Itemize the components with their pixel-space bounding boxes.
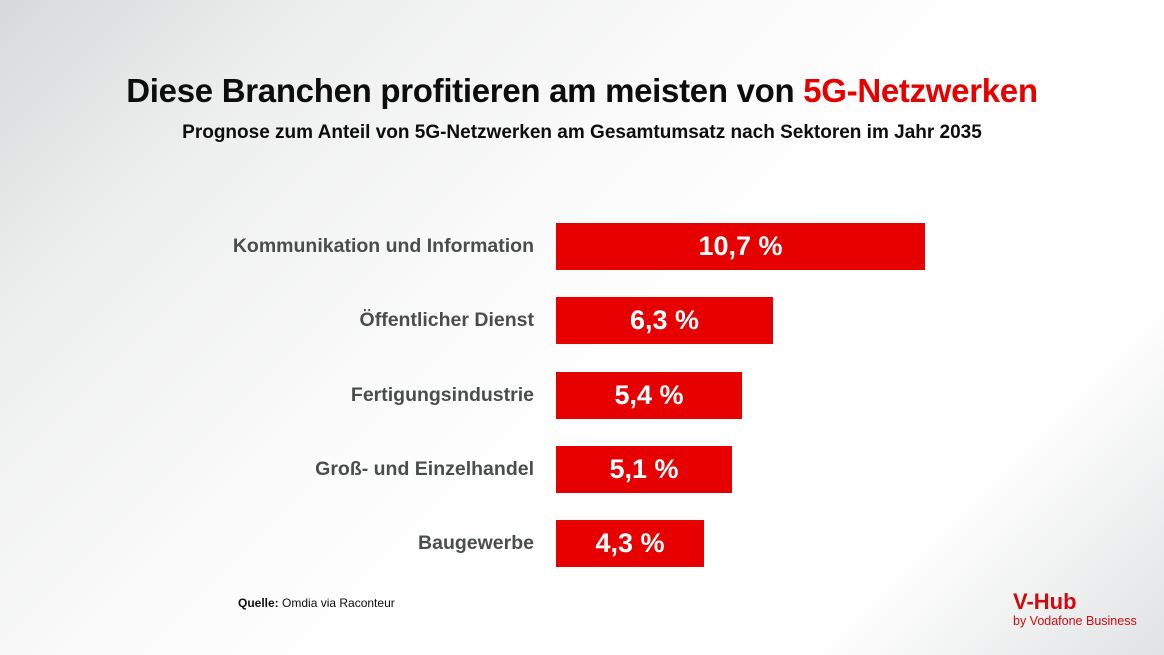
bar-value-label: 5,1 %: [609, 453, 679, 484]
bar: 5,4 %: [556, 371, 742, 419]
bar-value-label: 5,4 %: [614, 379, 684, 410]
category-label: Öffentlicher Dienst: [359, 309, 534, 332]
category-label: Kommunikation und Information: [232, 235, 534, 257]
bar-value-label: 4,3 %: [595, 528, 665, 559]
page-title-red: 5G-Netzwerken: [803, 72, 1038, 109]
chart-row: Öffentlicher Dienst 6,3 %: [0, 297, 925, 345]
bar: 6,3 %: [556, 297, 773, 345]
page-title-black: Diese Branchen profitieren am meisten vo…: [126, 72, 804, 109]
vhub-logo-subtitle: by Vodafone Business: [1013, 614, 1137, 628]
page-title: Diese Branchen profitieren am meisten vo…: [0, 72, 1164, 110]
source-text: Omdia via Raconteur: [278, 596, 395, 610]
bar: 5,1 %: [556, 445, 732, 493]
vhub-logo-title: V-Hub: [1013, 589, 1077, 614]
chart-row: Groß- und Einzelhandel 5,1 %: [0, 445, 925, 493]
source-note: Quelle: Omdia via Raconteur: [238, 596, 395, 610]
chart-row: Fertigungsindustrie 5,4 %: [0, 371, 925, 419]
bar-value-label: 10,7 %: [698, 231, 783, 261]
vhub-logo: V-Hub by Vodafone Business: [1013, 589, 1137, 628]
bar-value-label: 6,3 %: [629, 305, 700, 336]
bar: 10,7 %: [556, 223, 925, 270]
source-label: Quelle:: [238, 596, 279, 610]
category-label: Groß- und Einzelhandel: [315, 457, 534, 480]
page-subtitle: Prognose zum Anteil von 5G-Netzwerken am…: [182, 122, 982, 143]
category-label: Fertigungsindustrie: [350, 383, 534, 406]
bar-chart: Kommunikation und Information 10,7 % Öff…: [0, 223, 925, 594]
category-label: Baugewerbe: [418, 532, 534, 555]
chart-row: Baugewerbe 4,3 %: [0, 520, 925, 568]
bar: 4,3 %: [556, 520, 704, 568]
chart-row: Kommunikation und Information 10,7 %: [0, 223, 925, 270]
